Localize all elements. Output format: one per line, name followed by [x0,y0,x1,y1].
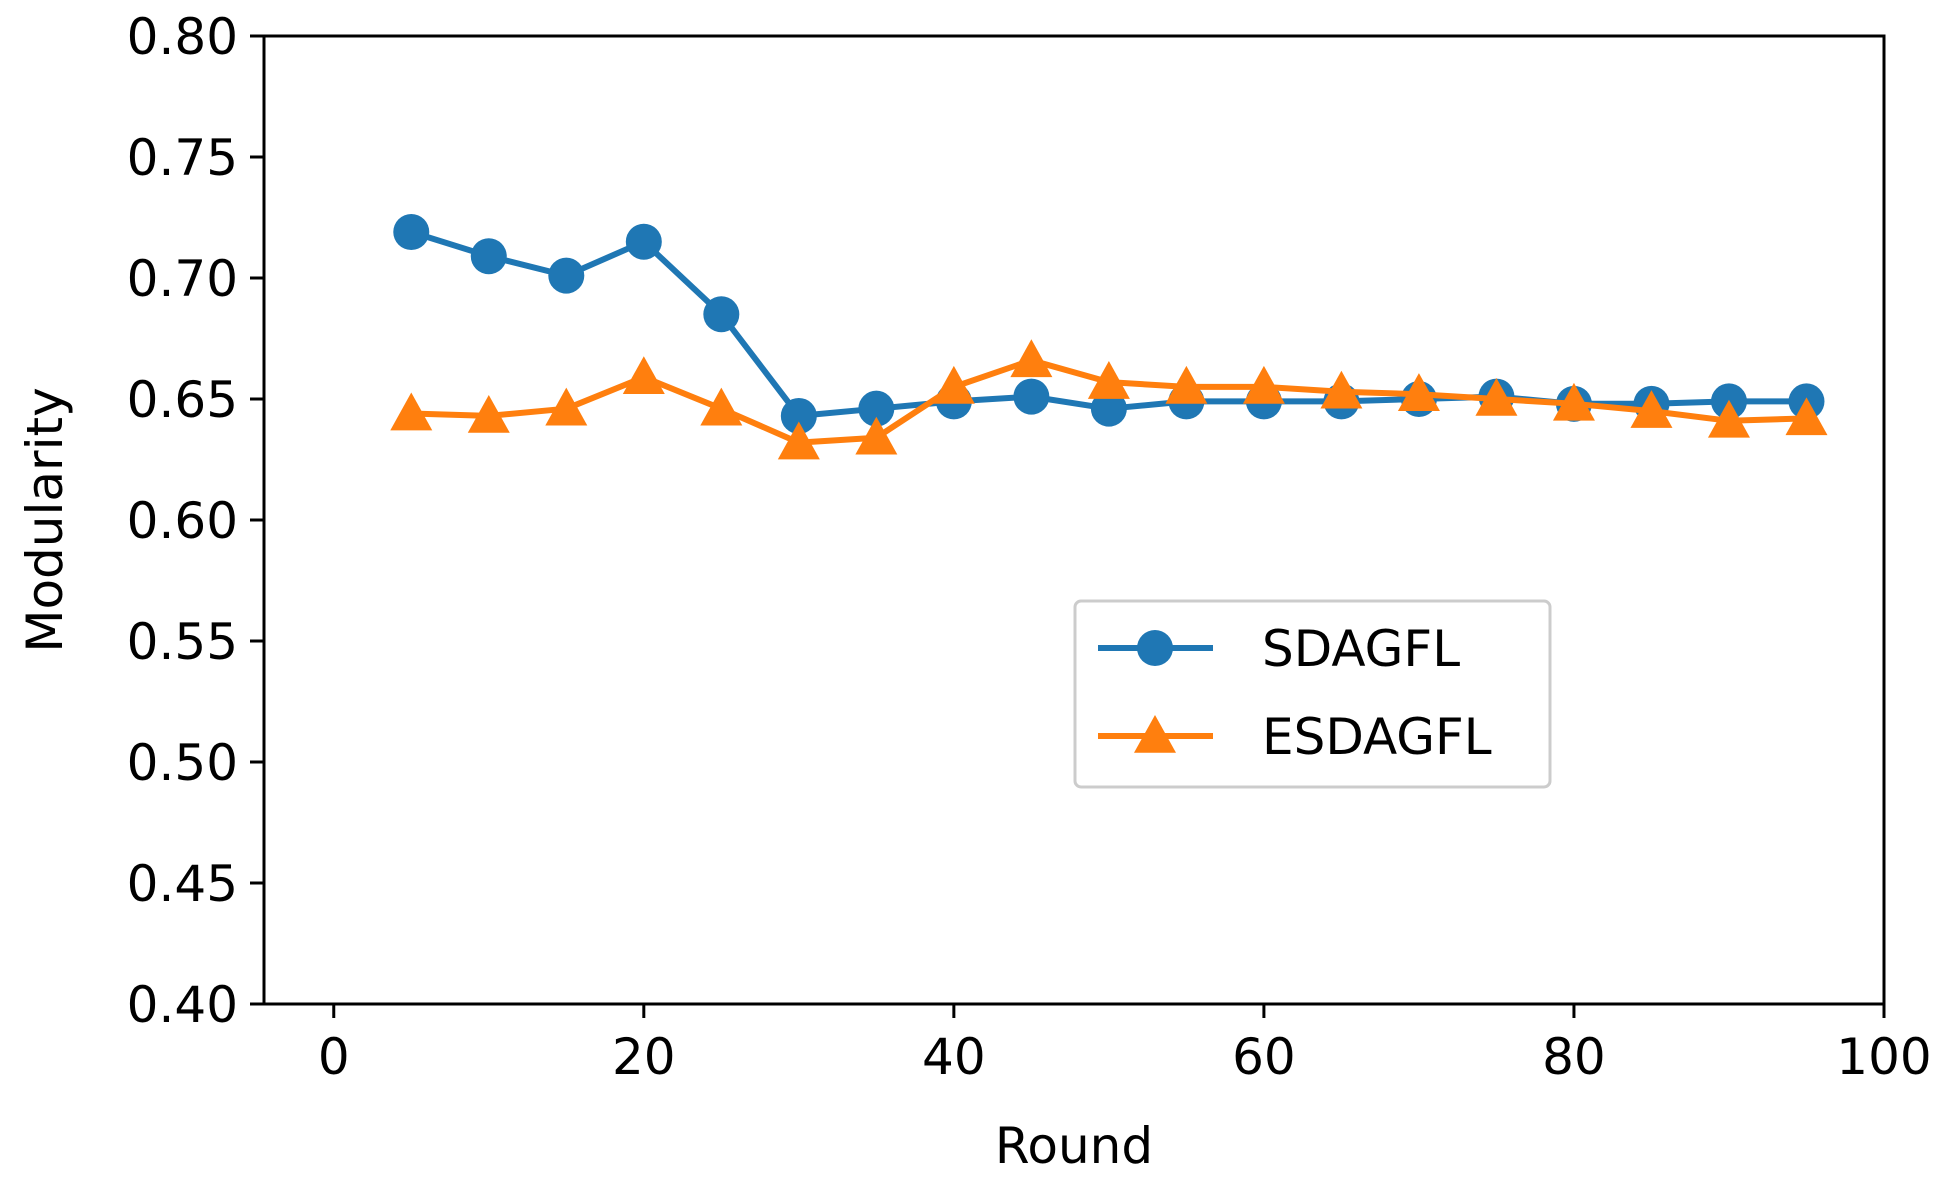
x-tick-label: 40 [922,1028,986,1086]
y-tick-label: 0.70 [127,250,238,308]
data-point-sdagfl-35 [858,390,895,427]
data-point-sdagfl-20 [625,223,662,260]
y-tick-label: 0.65 [127,371,238,429]
y-tick-label: 0.40 [127,976,238,1034]
series-sdagfl [393,214,1825,434]
data-point-esdagfl-35 [855,416,898,455]
data-point-esdagfl-90 [1707,399,1750,438]
y-tick-label: 0.45 [127,855,238,913]
x-tick-label: 100 [1836,1028,1931,1086]
series-esdagfl [390,339,1828,460]
y-tick-label: 0.55 [127,613,238,671]
data-point-esdagfl-40 [932,365,975,404]
y-tick-label: 0.60 [127,492,238,550]
legend-label-sdagfl: SDAGFL [1262,620,1460,678]
data-point-sdagfl-30 [780,397,817,434]
plot-frame [262,34,1886,1006]
data-point-sdagfl-25 [703,296,740,333]
data-point-esdagfl-20 [622,356,665,395]
data-point-sdagfl-45 [1013,378,1050,415]
data-point-esdagfl-80 [1552,382,1595,421]
x-tick-label: 60 [1232,1028,1296,1086]
x-axis-label: Round [995,1117,1153,1175]
data-point-esdagfl-60 [1242,365,1285,404]
data-point-esdagfl-65 [1320,370,1363,409]
legend-marker-esdagfl [1134,715,1176,753]
data-point-sdagfl-5 [393,214,430,251]
data-point-esdagfl-50 [1087,361,1130,399]
axes-frame [262,34,1886,1006]
data-point-sdagfl-10 [470,238,507,275]
data-point-esdagfl-25 [700,387,743,426]
legend-label-esdagfl: ESDAGFL [1262,708,1492,766]
y-tick-label: 0.50 [127,734,238,792]
y-tick-label: 0.75 [127,129,238,187]
data-point-sdagfl-15 [548,257,585,294]
data-point-esdagfl-85 [1630,390,1673,428]
data-point-esdagfl-75 [1475,378,1518,416]
axis-ticks: 0 20 40 60 80 100 0.40 0.45 0.50 0.55 0.60 0.65 0.70… [127,8,1932,1086]
data-point-sdagfl-50 [1090,390,1127,427]
data-point-esdagfl-5 [390,392,433,431]
data-point-esdagfl-70 [1397,373,1440,411]
x-tick-label: 20 [612,1028,676,1086]
legend: SDAGFL ESDAGFL [1073,599,1552,789]
plot-area [390,214,1828,460]
y-tick-label: 0.80 [127,8,238,66]
data-point-esdagfl-95 [1785,397,1828,436]
data-point-esdagfl-15 [545,387,588,426]
y-axis-label: Modularity [16,387,74,652]
legend-marker-sdagfl [1137,630,1173,666]
data-point-esdagfl-55 [1165,365,1208,404]
data-point-esdagfl-30 [777,421,820,460]
data-point-esdagfl-10 [467,394,510,433]
x-tick-label: 80 [1542,1028,1606,1086]
data-point-esdagfl-45 [1010,339,1053,378]
x-tick-label: 0 [318,1028,350,1086]
